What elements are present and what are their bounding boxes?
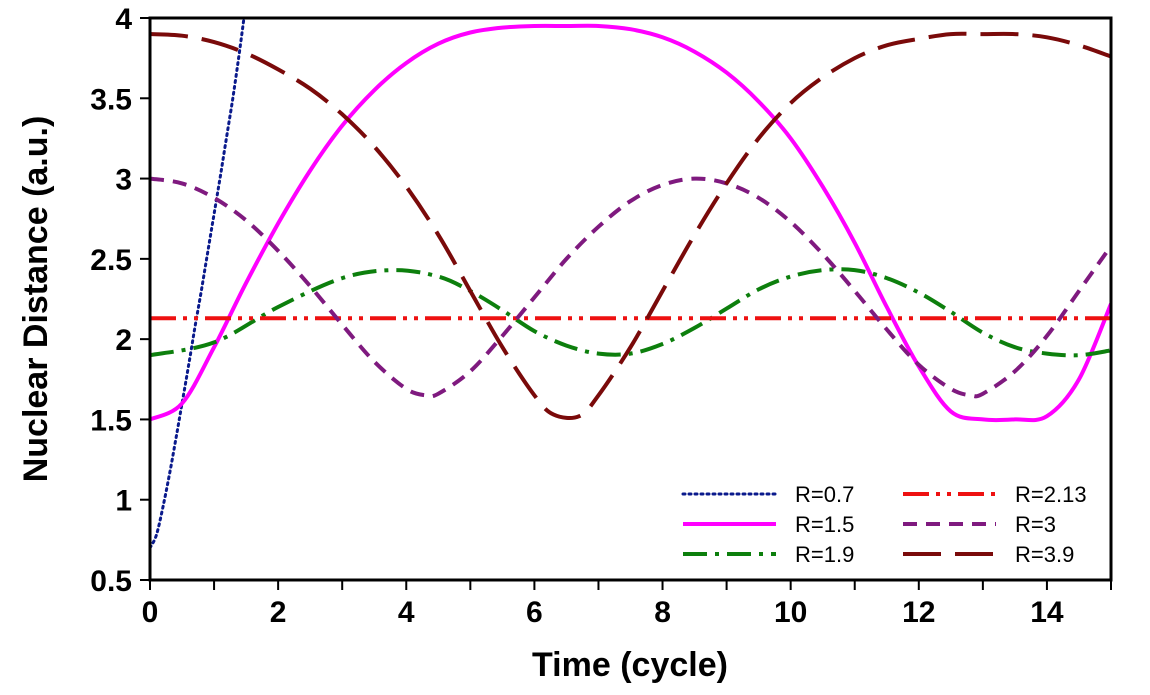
series-line-1	[150, 23, 1111, 423]
y-tick-label: 4	[115, 3, 132, 36]
x-axis-ticks: 0 2 4 6 8 10 12 14	[142, 580, 1112, 629]
x-axis-title: Time (cycle)	[532, 646, 728, 684]
y-tick-label: 2.5	[90, 244, 132, 277]
x-tick-label: 14	[1030, 596, 1064, 629]
legend-label-4: R=3	[1015, 512, 1056, 537]
plot-area	[150, 18, 1111, 580]
y-tick-label: 0.5	[90, 565, 132, 598]
x-tick-label: 8	[654, 596, 671, 629]
series-line-2	[150, 267, 1111, 358]
x-tick-label: 12	[902, 596, 935, 629]
x-tick-label: 4	[398, 596, 415, 629]
x-tick-label: 10	[774, 596, 807, 629]
series-line-5	[150, 31, 1111, 421]
series-layer	[150, 18, 1111, 550]
legend-label-3: R=2.13	[1015, 482, 1087, 507]
x-tick-label: 6	[526, 596, 543, 629]
x-tick-label: 2	[270, 596, 287, 629]
legend-label-2: R=1.9	[795, 542, 854, 567]
series-line-0	[150, 18, 246, 550]
legend-label-1: R=1.5	[795, 512, 854, 537]
y-axis-ticks: 0.5 1 1.5 2 2.5 3 3.5 4	[90, 3, 150, 598]
plot-frame	[148, 16, 1113, 582]
legend-label-5: R=3.9	[1015, 542, 1074, 567]
y-tick-label: 1	[115, 485, 132, 518]
y-tick-label: 3.5	[90, 83, 132, 116]
x-tick-label: 0	[142, 596, 159, 629]
y-axis-title: Nuclear Distance (a.u.)	[17, 116, 55, 483]
legend: R=0.7 R=1.5 R=1.9 R=2.13 R=3 R=3.9	[681, 482, 1087, 567]
y-tick-label: 2	[115, 324, 132, 357]
y-tick-label: 1.5	[90, 404, 132, 437]
y-tick-label: 3	[115, 164, 132, 197]
legend-label-0: R=0.7	[795, 482, 854, 507]
series-line-4	[150, 176, 1111, 399]
